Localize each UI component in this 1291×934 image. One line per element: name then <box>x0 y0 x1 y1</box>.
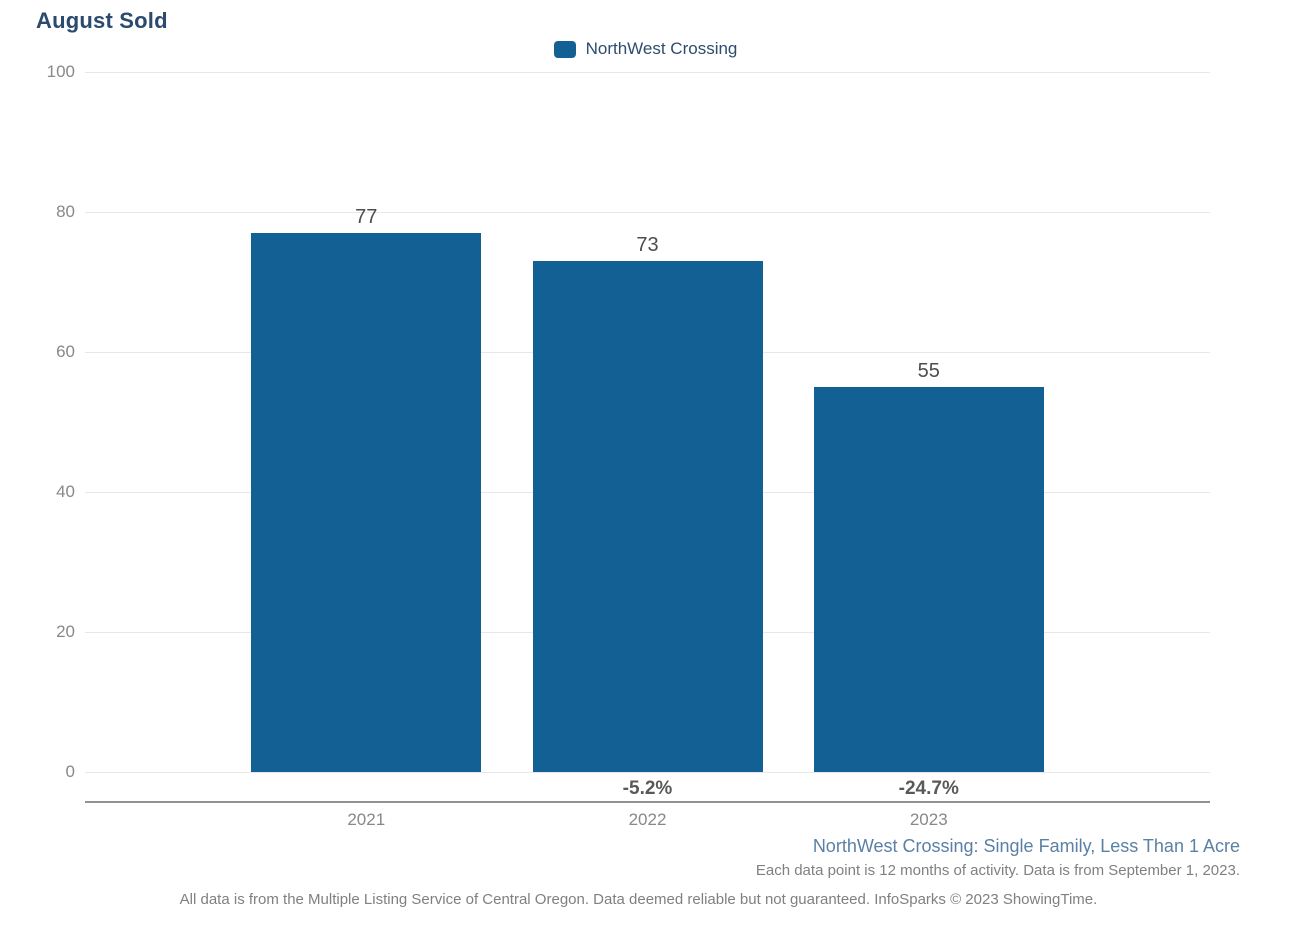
y-tick-label-20: 20 <box>56 622 75 641</box>
bar-value-label-2021: 77 <box>355 206 378 228</box>
y-tick-label-80: 80 <box>56 202 75 221</box>
series-description-footnote: NorthWest Crossing: Single Family, Less … <box>812 836 1240 856</box>
legend-label: NorthWest Crossing <box>585 39 738 58</box>
bar-value-label-2023: 55 <box>917 360 940 382</box>
gridline-y-100 <box>85 72 1210 73</box>
x-tick-label-2023: 2023 <box>909 810 948 829</box>
x-axis-line <box>85 801 1210 803</box>
gridline-y-0 <box>85 772 1210 773</box>
legend-item-northwest-crossing[interactable]: NorthWest Crossing <box>0 39 1291 59</box>
disclaimer-footnote: All data is from the Multiple Listing Se… <box>179 891 1098 908</box>
data-note-footnote: Each data point is 12 months of activity… <box>755 862 1240 879</box>
y-tick-label-60: 60 <box>56 342 75 361</box>
chart-title: August Sold <box>36 8 168 33</box>
x-tick-label-2021: 2021 <box>347 810 386 829</box>
bar-2022[interactable] <box>532 261 763 772</box>
y-tick-label-100: 100 <box>46 62 75 81</box>
y-tick-label-0: 0 <box>65 762 75 781</box>
bar-2021[interactable] <box>251 233 482 772</box>
bar-2023[interactable] <box>813 387 1044 772</box>
legend-swatch-icon <box>553 40 576 58</box>
gridline-y-80 <box>85 212 1210 213</box>
pct-change-label-2023: -24.7% <box>898 778 959 799</box>
y-tick-label-40: 40 <box>56 482 75 501</box>
x-tick-label-2022: 2022 <box>628 810 667 829</box>
bar-value-label-2022: 73 <box>636 234 659 256</box>
pct-change-label-2022: -5.2% <box>622 778 673 799</box>
